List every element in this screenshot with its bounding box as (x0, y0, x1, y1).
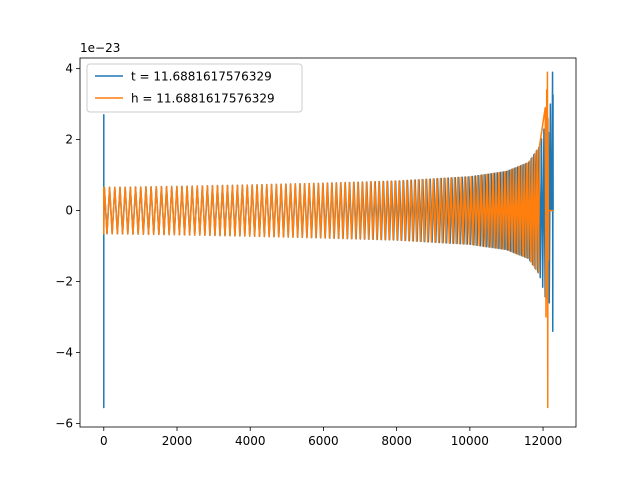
legend-label: h = 11.6881617576329 (131, 92, 275, 106)
y-axis: −6 −4 −2 0 2 4 (55, 62, 80, 430)
y-tick-label: 0 (65, 204, 73, 218)
series-layer (103, 71, 554, 409)
legend: t = 11.6881617576329 h = 11.6881617576329 (86, 63, 303, 113)
x-tick-label: 6000 (308, 434, 339, 448)
y-tick-label: 4 (65, 62, 73, 76)
plot-frame (79, 57, 577, 428)
x-tick-label: 10000 (451, 434, 489, 448)
x-axis: 0 2000 4000 6000 8000 10000 12000 (100, 427, 562, 448)
x-tick-label: 12000 (524, 434, 562, 448)
x-tick-label: 2000 (162, 434, 193, 448)
legend-label: t = 11.6881617576329 (131, 70, 272, 84)
y-tick-label: −6 (55, 416, 73, 430)
x-tick-label: 4000 (235, 434, 266, 448)
series-line-h (103, 71, 554, 409)
y-offset-label: 1e−23 (80, 41, 120, 55)
legend-box (86, 63, 303, 113)
y-tick-label: 2 (65, 133, 73, 147)
y-tick-label: −2 (55, 275, 73, 289)
y-tick-label: −4 (55, 345, 73, 359)
x-tick-label: 8000 (381, 434, 412, 448)
x-tick-label: 0 (100, 434, 108, 448)
